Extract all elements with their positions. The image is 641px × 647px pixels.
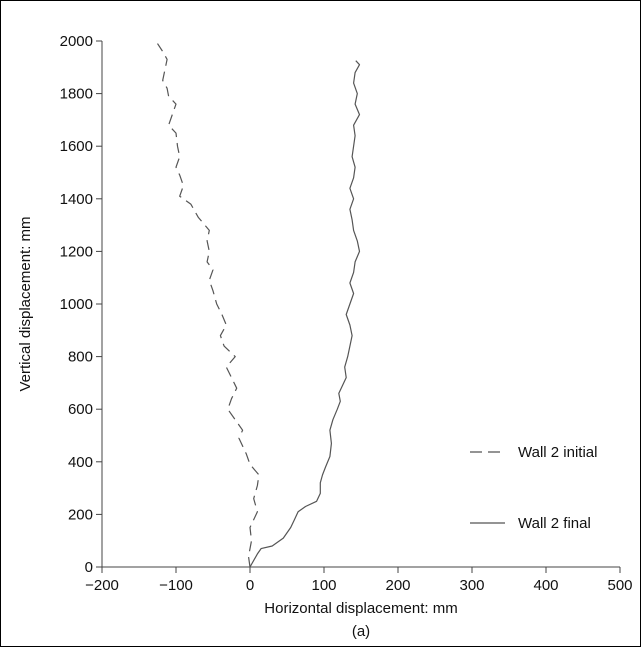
x-tick-label: 400 — [533, 577, 558, 594]
x-tick-label: 500 — [607, 577, 632, 594]
y-axis-title: Vertical displacement: mm — [17, 216, 34, 391]
y-tick-label: 1800 — [60, 86, 93, 103]
x-ticks: −200 −100 0 100 200 300 400 500 — [85, 567, 633, 594]
y-ticks: 0 200 400 600 800 1000 1200 1400 1600 1800 2000 — [60, 33, 102, 576]
axes — [101, 41, 620, 568]
series-line-wall-2-final — [249, 60, 361, 568]
x-tick-label: 100 — [311, 577, 336, 594]
x-axis-title: Horizontal displacement: mm — [264, 600, 457, 617]
x-tick-label: 300 — [459, 577, 484, 594]
legend-label-wall-2-final: Wall 2 final — [518, 515, 591, 532]
legend-label-wall-2-initial: Wall 2 initial — [518, 444, 597, 461]
y-tick-label: 2000 — [60, 33, 93, 50]
y-tick-label: 1600 — [60, 138, 93, 155]
x-tick-label: 200 — [385, 577, 410, 594]
y-tick-label: 1000 — [60, 296, 93, 313]
y-tick-label: 600 — [68, 401, 93, 418]
y-tick-label: 200 — [68, 506, 93, 523]
y-tick-label: 1200 — [60, 243, 93, 260]
x-tick-label: 0 — [246, 577, 254, 594]
y-tick-label: 0 — [85, 559, 93, 576]
series-line-wall-2-initial — [156, 43, 260, 568]
legend: Wall 2 initial Wall 2 final — [470, 444, 597, 532]
y-tick-label: 800 — [68, 349, 93, 366]
x-tick-label: −100 — [159, 577, 193, 594]
y-tick-label: 400 — [68, 454, 93, 471]
x-tick-label: −200 — [85, 577, 119, 594]
figure-caption: (a) — [352, 623, 370, 640]
y-tick-label: 1400 — [60, 191, 93, 208]
series-layer — [156, 43, 361, 568]
